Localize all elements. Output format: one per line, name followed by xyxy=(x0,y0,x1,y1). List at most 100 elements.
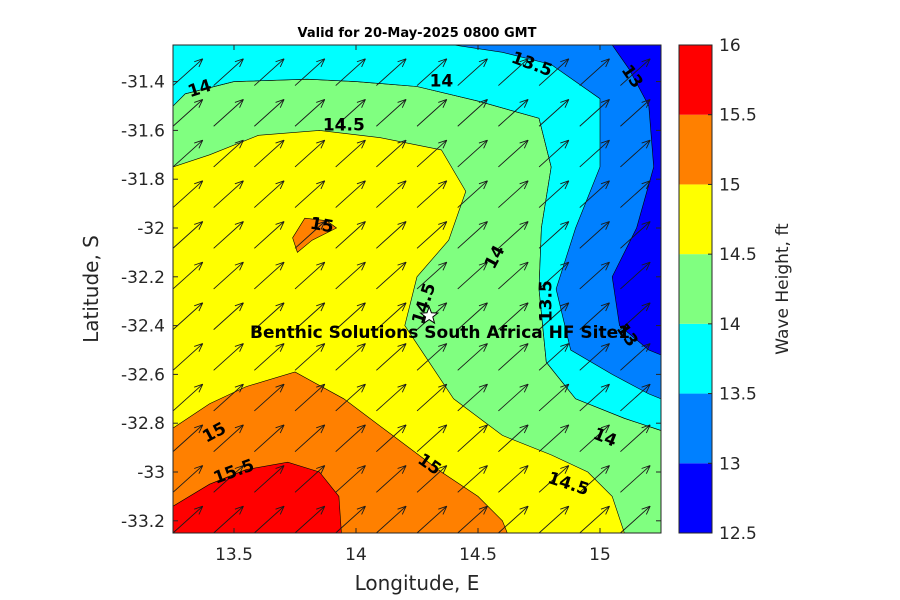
vector-arrow xyxy=(376,383,407,412)
colorbar-tick-label: 15.5 xyxy=(719,106,757,126)
vector-arrow xyxy=(213,139,244,168)
vector-arrow xyxy=(579,180,610,208)
vector-arrow xyxy=(538,261,570,290)
vector-arrow xyxy=(173,465,204,493)
colorbar-swatch xyxy=(679,463,712,533)
contour-label: 15 xyxy=(308,214,335,238)
vector-arrow xyxy=(173,139,204,168)
colorbar-ticks: 12.5 13 13.5 14 14.5 15 15.5 16 xyxy=(708,36,757,544)
vector-arrow xyxy=(294,302,326,330)
vector-arrow xyxy=(457,343,488,371)
contour-region xyxy=(292,217,338,253)
vector-arrow xyxy=(335,465,366,493)
vector-arrow xyxy=(538,302,570,330)
vector-arrow xyxy=(335,383,366,412)
vector-arrow xyxy=(254,424,285,452)
y-tick-label: -31.6 xyxy=(121,121,165,141)
vector-arrow xyxy=(498,58,529,86)
vector-arrow xyxy=(579,424,610,452)
vector-arrow xyxy=(457,221,488,249)
vector-arrow xyxy=(538,58,570,86)
vector-arrow xyxy=(294,261,326,290)
colorbar-swatch xyxy=(679,254,712,324)
vector-arrow xyxy=(620,58,651,86)
vector-arrow xyxy=(538,180,570,208)
vector-arrow xyxy=(457,424,488,452)
vector-arrow xyxy=(173,180,204,208)
vector-arrow xyxy=(294,505,326,533)
vector-arrow xyxy=(173,221,204,249)
vector-arrow xyxy=(294,343,326,371)
vector-arrow xyxy=(539,45,540,46)
vector-arrow xyxy=(376,302,407,330)
vector-arrow xyxy=(335,180,366,208)
vector-arrow xyxy=(254,221,285,249)
colorbar-tick-label: 12.5 xyxy=(719,524,757,544)
vector-arrow xyxy=(498,505,529,533)
y-axis-label: Latitude, S xyxy=(79,235,103,343)
contour-region xyxy=(173,461,342,533)
vector-arrow xyxy=(416,221,448,249)
colorbar-tick-label: 14 xyxy=(719,315,741,335)
vector-arrow xyxy=(538,383,570,412)
vector-arrow xyxy=(376,139,407,168)
vector-arrow xyxy=(294,221,326,249)
vector-arrow xyxy=(498,99,529,127)
contour-label: 13.5 xyxy=(536,280,556,322)
x-tick-label: 14.5 xyxy=(459,545,497,565)
vector-arrow xyxy=(579,99,610,127)
vector-arrow xyxy=(213,99,244,127)
vector-arrow xyxy=(376,58,407,86)
y-tick-label: -33.2 xyxy=(121,512,165,532)
vector-arrow xyxy=(498,383,529,412)
vector-arrow xyxy=(620,99,651,127)
vector-arrow xyxy=(254,343,285,371)
vector-arrow xyxy=(335,139,366,168)
vector-arrow xyxy=(173,424,204,452)
vector-arrow xyxy=(294,58,326,86)
vector-arrow xyxy=(498,180,529,208)
vector-arrow xyxy=(620,424,651,452)
vector-arrow xyxy=(498,424,529,452)
vector-arrow xyxy=(498,221,529,249)
vector-arrow xyxy=(620,465,651,493)
vector-arrow xyxy=(579,58,610,86)
vector-arrow xyxy=(213,302,244,330)
vector-arrow xyxy=(213,465,244,493)
vector-arrow xyxy=(254,139,285,168)
vector-arrow xyxy=(294,139,326,168)
vector-arrow xyxy=(254,99,285,127)
vector-arrow xyxy=(294,99,326,127)
vector-arrow xyxy=(254,261,285,290)
x-axis-label: Longitude, E xyxy=(355,571,480,595)
vector-arrow xyxy=(335,302,366,330)
vector-arrow xyxy=(376,343,407,371)
colorbar-tick-label: 16 xyxy=(719,36,741,56)
contour-label: 14 xyxy=(430,72,454,92)
y-axis-ticks: -31.4 -31.6 -31.8 -32 -32.2 -32.4 -32.6 -32.8 -3… xyxy=(121,73,661,532)
y-tick-label: -32 xyxy=(137,219,165,239)
y-tick-label: -32.6 xyxy=(121,365,165,385)
vector-arrow xyxy=(620,45,621,46)
vector-arrow xyxy=(661,18,691,45)
wind-vectors xyxy=(173,18,691,533)
vector-arrow xyxy=(457,383,488,412)
vector-arrow xyxy=(376,505,407,533)
vector-arrow xyxy=(335,99,366,127)
vector-arrow xyxy=(173,343,204,371)
vector-arrow xyxy=(538,221,570,249)
vector-arrow xyxy=(335,58,366,86)
vector-arrow xyxy=(579,45,581,46)
vector-arrow xyxy=(579,302,610,330)
vector-arrow xyxy=(254,45,255,46)
vector-arrow xyxy=(538,465,570,493)
vector-arrow xyxy=(579,139,610,168)
vector-arrow xyxy=(335,424,366,452)
vector-arrow xyxy=(498,139,529,168)
vector-arrow xyxy=(579,383,610,412)
vector-arrow xyxy=(579,221,610,249)
vector-arrow xyxy=(254,505,285,533)
colorbar-tick-label: 14.5 xyxy=(719,245,757,265)
vector-arrow xyxy=(416,180,448,208)
y-tick-label: -32.2 xyxy=(121,268,165,288)
